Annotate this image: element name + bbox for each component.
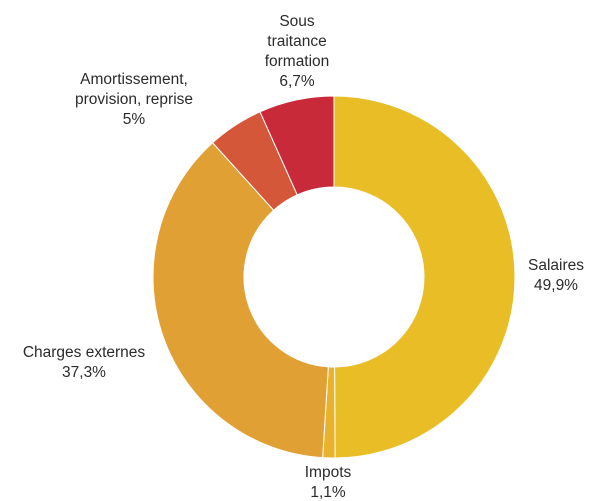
slice-name-line: Amortissement, — [80, 71, 188, 88]
slice-label-4: Sous traitance formation 6,7% — [265, 13, 330, 90]
slice-name-line: formation — [265, 53, 330, 70]
chart-slices — [152, 95, 516, 459]
chart-labels: Salaires 49,9% Impots 1,1% Charges externes 3… — [23, 13, 584, 501]
slice-label-3: Amortissement, provision, reprise 5% — [75, 71, 193, 128]
slice-name-line: Sous — [279, 13, 315, 30]
slice-4 — [259, 95, 335, 196]
slice-name-line: Salaires — [528, 257, 584, 274]
slice-0 — [333, 95, 516, 459]
slice-name-line: Charges externes — [23, 344, 146, 361]
slice-value-label: 37,3% — [62, 364, 106, 381]
slice-value-label: 49,9% — [534, 277, 578, 294]
slice-label-2: Charges externes 37,3% — [23, 344, 146, 381]
slice-label-1: Impots 1,1% — [305, 464, 352, 501]
slice-value-label: 1,1% — [310, 484, 346, 501]
slice-name-line: Impots — [305, 464, 352, 481]
slice-value-label: 5% — [123, 111, 146, 128]
slice-name-line: provision, reprise — [75, 91, 193, 108]
slice-label-0: Salaires 49,9% — [528, 257, 584, 294]
slice-name-line: traitance — [267, 33, 326, 50]
slice-2 — [152, 142, 329, 459]
slice-value-label: 6,7% — [279, 73, 315, 90]
